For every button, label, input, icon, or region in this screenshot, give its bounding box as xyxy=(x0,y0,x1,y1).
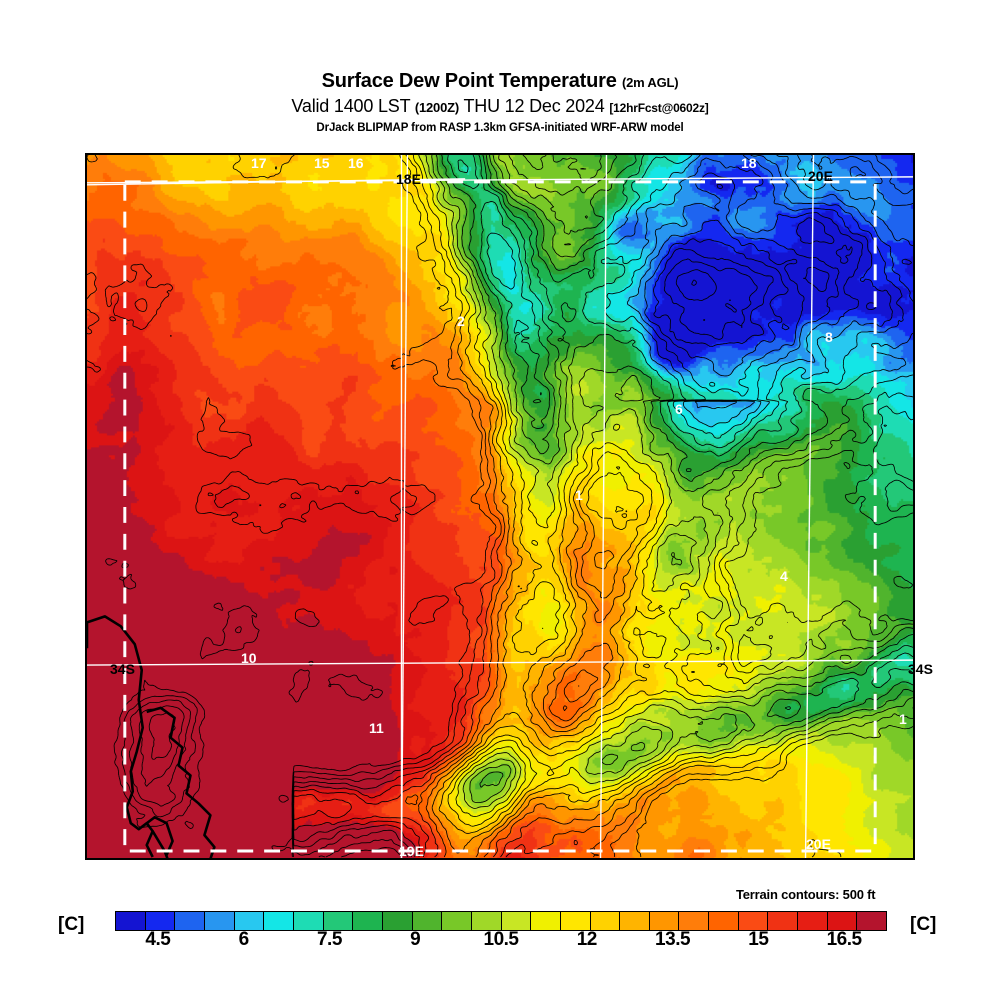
region-number-label-2-0: 2 xyxy=(457,313,465,329)
colorbar-segment-14 xyxy=(531,912,561,930)
map-vector-overlay xyxy=(87,155,913,858)
graticule-label-18E-4: 18E xyxy=(396,171,421,187)
region-number-label-11-5: 11 xyxy=(369,720,384,736)
colorbar-segment-1 xyxy=(145,912,176,930)
graticule-label-19E-6: 19E xyxy=(399,843,424,859)
colorbar-segment-20 xyxy=(709,912,739,930)
colorbar-tick-7.5: 7.5 xyxy=(316,929,342,950)
colorbar-segment-19 xyxy=(679,912,710,930)
colorbar[interactable] xyxy=(115,911,887,931)
colorbar-tick-13.5: 13.5 xyxy=(655,929,691,950)
colorbar-unit-left: [C] xyxy=(58,914,85,935)
valid-local-time: Valid 1400 LST xyxy=(291,96,411,116)
colorbar-segment-16 xyxy=(590,912,621,930)
colorbar-segment-2 xyxy=(175,912,205,930)
region-number-label-8-2: 8 xyxy=(825,329,833,345)
colorbar-segment-5 xyxy=(264,912,294,930)
colorbar-segment-13 xyxy=(501,912,532,930)
colorbar-segment-6 xyxy=(293,912,324,930)
colorbar-segment-7 xyxy=(323,912,354,930)
graticule-label-17-0: 17 xyxy=(251,155,267,171)
region-number-label-6-3: 6 xyxy=(675,401,683,417)
map-plot-area[interactable] xyxy=(85,153,915,860)
colorbar-segment-25 xyxy=(857,912,887,930)
main-title-sublevel: (2m AGL) xyxy=(621,75,679,90)
meridian-20E xyxy=(804,155,815,858)
region-number-label-1-7: 1 xyxy=(899,711,907,727)
graticule-label-16-2: 16 xyxy=(348,155,364,171)
colorbar-tick-labels: 4.5 6 7.5 9 10.5 12 13.5 15 16.5 xyxy=(0,929,1000,957)
colorbar-segment-3 xyxy=(204,912,235,930)
domain-boundary-rect xyxy=(123,180,877,853)
valid-time-line: Valid 1400 LST (1200Z) THU 12 Dec 2024 [… xyxy=(0,95,1000,119)
model-attribution: DrJack BLIPMAP from RASP 1.3km GFSA-init… xyxy=(316,122,684,134)
title-block: Surface Dew Point Temperature (2m AGL) V… xyxy=(0,70,1000,134)
forecast-hour: [12hrFcst@0602z] xyxy=(609,101,709,115)
valid-date: THU 12 Dec 2024 xyxy=(463,96,605,116)
colorbar-unit-right: [C] xyxy=(910,914,937,935)
graticule-label-20E-7: 20E xyxy=(806,836,831,852)
colorbar-segment-4 xyxy=(234,912,265,930)
graticule-label-20E-5: 20E xyxy=(808,168,833,184)
colorbar-segment-18 xyxy=(649,912,680,930)
colorbar-tick-10.5: 10.5 xyxy=(483,929,519,950)
colorbar-segment-24 xyxy=(827,912,858,930)
colorbar-segment-9 xyxy=(382,912,413,930)
region-number-label-10-4: 10 xyxy=(241,650,257,666)
colorbar-segment-17 xyxy=(620,912,650,930)
terrain-contour-path xyxy=(87,155,913,858)
coastline-path xyxy=(87,615,216,858)
colorbar-segment-8 xyxy=(353,912,383,930)
colorbar-tick-16.5: 16.5 xyxy=(826,929,862,950)
colorbar-segment-12 xyxy=(471,912,502,930)
meridian-18E xyxy=(400,155,409,858)
valid-utc-time: (1200Z) xyxy=(414,100,459,115)
colorbar-segment-22 xyxy=(768,912,799,930)
colorbar-tick-15: 15 xyxy=(748,929,769,950)
graticule-label-18-3: 18 xyxy=(741,155,757,171)
parallel-33S xyxy=(87,176,913,184)
dewpoint-field-raster xyxy=(87,155,913,858)
graticule-lines xyxy=(87,155,913,858)
parallel-33S-west xyxy=(87,178,466,186)
colorbar-segment-0 xyxy=(116,912,146,930)
page-title: Surface Dew Point Temperature (2m AGL) xyxy=(0,70,1000,94)
graticule-label-15-1: 15 xyxy=(314,155,330,171)
colorbar-segment-23 xyxy=(798,912,828,930)
region-number-label-1-1: 1 xyxy=(575,487,583,503)
terrain-contour-lines xyxy=(87,155,913,858)
meridian-19E xyxy=(599,155,608,858)
colorbar-segment-21 xyxy=(738,912,769,930)
terrain-contour-note: Terrain contours: 500 ft xyxy=(736,887,876,902)
inner-domain-dashed-box xyxy=(123,180,877,853)
colorbar-tick-4.5: 4.5 xyxy=(145,929,171,950)
colorbar-tick-6: 6 xyxy=(238,929,250,950)
region-number-label-4-6: 4 xyxy=(780,568,788,584)
latitude-label-34S-1: 34S xyxy=(908,661,933,677)
colorbar-segment-10 xyxy=(412,912,443,930)
colorbar-segment-15 xyxy=(560,912,591,930)
parallel-34S xyxy=(87,659,913,666)
colorbar-segment-11 xyxy=(442,912,472,930)
coastline-stroke xyxy=(87,615,216,858)
main-title-text: Surface Dew Point Temperature xyxy=(321,70,617,92)
latitude-label-34S-0: 34S xyxy=(110,661,135,677)
colorbar-tick-9: 9 xyxy=(410,929,421,950)
colorbar-tick-12: 12 xyxy=(576,929,598,950)
